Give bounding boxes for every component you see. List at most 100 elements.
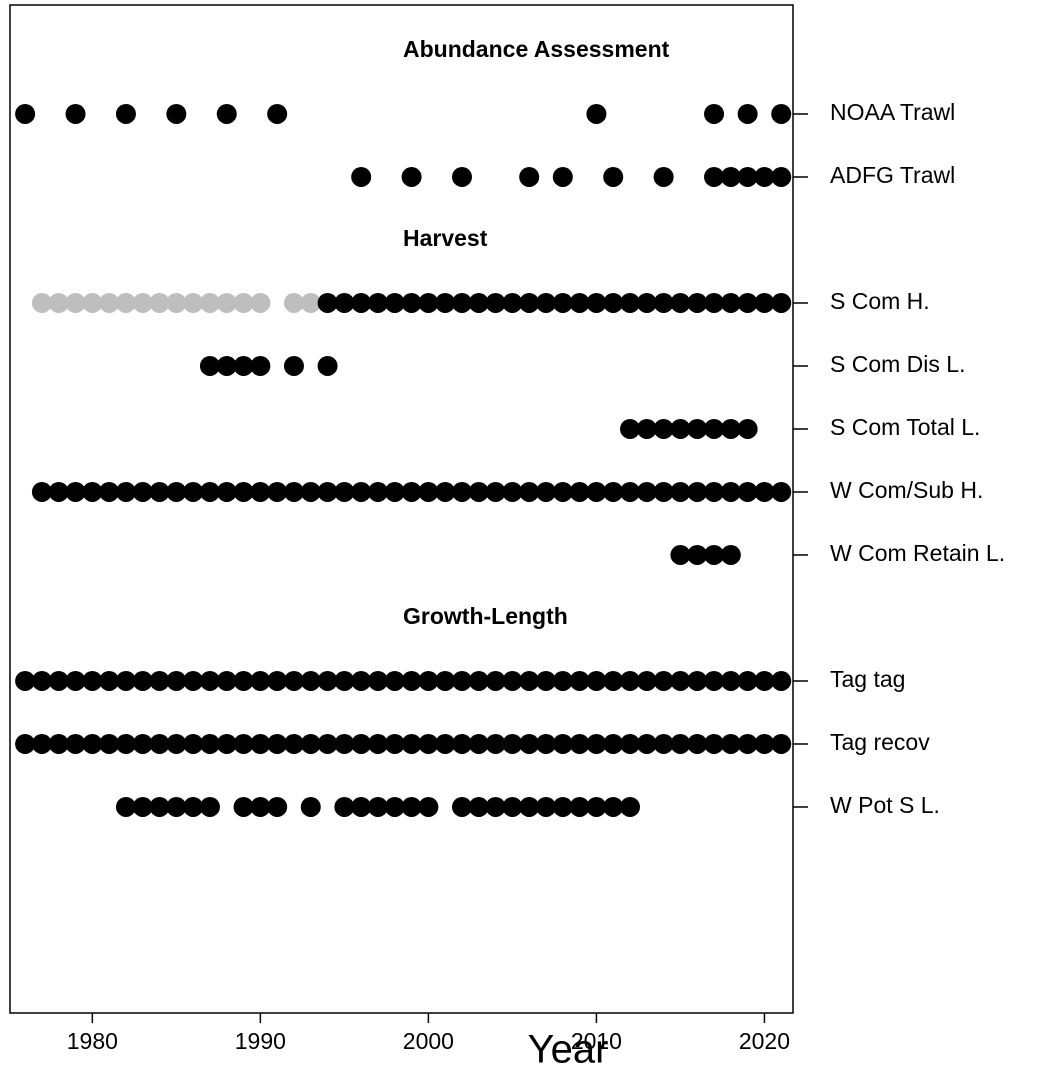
data-dot [233, 733, 254, 754]
data-dot [536, 733, 557, 754]
data-dot [300, 733, 321, 754]
x-tick-label: 1990 [235, 1028, 286, 1054]
data-dot [603, 796, 624, 817]
data-dot [720, 544, 741, 565]
data-dot [704, 544, 725, 565]
data-dot [687, 481, 708, 502]
y-tick-label: S Com Total L. [830, 414, 980, 440]
data-dot [351, 166, 372, 187]
y-tick-label: W Pot S L. [830, 792, 940, 818]
data-dot [569, 481, 590, 502]
data-dot [401, 166, 422, 187]
data-dot [384, 796, 405, 817]
data-dot [401, 292, 422, 313]
data-dot [166, 103, 187, 124]
data-dot [300, 292, 321, 313]
data-dot [283, 670, 304, 691]
data-dot [199, 733, 220, 754]
data-dot [65, 292, 86, 313]
data-dot [149, 733, 170, 754]
data-dot [653, 292, 674, 313]
data-dot [367, 670, 388, 691]
data-dot [636, 418, 657, 439]
data-dot [620, 670, 641, 691]
data-dot [485, 481, 506, 502]
data-dot [435, 481, 456, 502]
data-dot [603, 481, 624, 502]
data-dot [300, 670, 321, 691]
data-dot [468, 481, 489, 502]
data-dot [267, 481, 288, 502]
data-dot [384, 733, 405, 754]
data-dot [620, 418, 641, 439]
y-tick-label: S Com H. [830, 288, 930, 314]
data-dot [485, 733, 506, 754]
data-dot [283, 733, 304, 754]
data-dot [82, 670, 103, 691]
data-dot [334, 292, 355, 313]
data-dot [687, 292, 708, 313]
data-dot [502, 733, 523, 754]
data-dot [586, 481, 607, 502]
data-dot [771, 292, 792, 313]
data-dot [536, 796, 557, 817]
data-dot [670, 544, 691, 565]
data-dot [199, 796, 220, 817]
data-dot [384, 481, 405, 502]
data-dot [267, 733, 288, 754]
data-dot [250, 292, 271, 313]
data-dot [115, 103, 136, 124]
data-dot [620, 292, 641, 313]
data-dot [771, 481, 792, 502]
data-dot [771, 733, 792, 754]
data-dot [250, 796, 271, 817]
data-dot [183, 670, 204, 691]
data-dot [687, 418, 708, 439]
data-dot [737, 481, 758, 502]
section-title: Harvest [403, 225, 488, 251]
data-dot [317, 670, 338, 691]
data-dot [435, 670, 456, 691]
data-dot [552, 670, 573, 691]
data-dot [451, 166, 472, 187]
data-dot [31, 670, 52, 691]
data-dot [166, 796, 187, 817]
data-dot [183, 292, 204, 313]
section-title: Growth-Length [403, 603, 568, 629]
data-dot [401, 796, 422, 817]
data-dot [418, 670, 439, 691]
data-dot [720, 166, 741, 187]
data-dot [636, 670, 657, 691]
x-tick-label: 2000 [403, 1028, 454, 1054]
data-dot [233, 796, 254, 817]
data-dot [15, 733, 36, 754]
data-dot [99, 733, 120, 754]
data-dot [367, 733, 388, 754]
data-dot [737, 733, 758, 754]
data-dot [115, 670, 136, 691]
data-dot [216, 481, 237, 502]
data-dot [670, 418, 691, 439]
data-dot [233, 481, 254, 502]
data-dot [199, 481, 220, 502]
data-dot [586, 670, 607, 691]
data-dot [31, 733, 52, 754]
data-dot [737, 292, 758, 313]
data-dot [31, 292, 52, 313]
data-dot [720, 481, 741, 502]
data-dot [15, 103, 36, 124]
data-dot [552, 481, 573, 502]
y-tick-label: W Com/Sub H. [830, 477, 983, 503]
data-dot [233, 355, 254, 376]
data-dot [132, 670, 153, 691]
data-dot [418, 796, 439, 817]
data-dot [737, 166, 758, 187]
data-dot [552, 166, 573, 187]
data-dot [418, 733, 439, 754]
data-dot [519, 733, 540, 754]
data-dot [586, 292, 607, 313]
data-dot [653, 733, 674, 754]
data-dot [569, 292, 590, 313]
data-dot [704, 733, 725, 754]
data-dot [704, 292, 725, 313]
